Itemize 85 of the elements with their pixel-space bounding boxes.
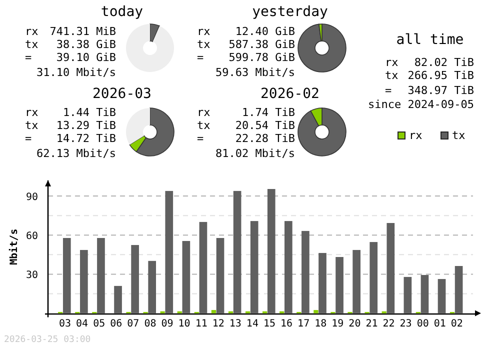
text: = 14.72 TiB <box>25 132 116 145</box>
bar <box>370 242 378 314</box>
donut-slice <box>126 108 150 145</box>
text: = 348.97 TiB <box>385 84 474 97</box>
bar <box>352 250 360 314</box>
bar <box>148 260 156 314</box>
legend-label: rx <box>409 129 423 142</box>
x-tick-label: 02 <box>450 318 463 330</box>
bar <box>267 188 276 314</box>
bar <box>302 230 310 314</box>
chart-title: 2026-02 <box>260 86 320 102</box>
text: rx 741.31 MiB <box>25 25 116 38</box>
chart-title: 2026-03 <box>92 86 152 102</box>
bar <box>182 240 190 314</box>
x-tick-label: 01 <box>434 318 446 330</box>
bar <box>336 257 344 314</box>
x-tick-label: 07 <box>127 318 140 330</box>
bar <box>438 279 446 314</box>
text: tx 587.38 GiB <box>197 38 295 51</box>
text: 62.13 Mbit/s <box>36 147 116 160</box>
text: = 39.10 GiB <box>25 51 116 64</box>
chart-title: yesterday <box>252 4 328 20</box>
bar <box>420 274 429 314</box>
x-tick-label: 17 <box>298 318 310 330</box>
x-tick-label: 18 <box>314 318 327 330</box>
x-tick-label: 11 <box>195 318 208 330</box>
x-tick-label: 20 <box>348 318 361 330</box>
bar <box>211 310 216 314</box>
text: tx 266.95 TiB <box>385 69 474 82</box>
y-axis-title: Mbit/s <box>8 228 20 265</box>
bar <box>314 310 318 314</box>
donut-slice <box>298 24 346 72</box>
donut-slice <box>298 108 346 156</box>
text: rx 1.44 TiB <box>25 106 116 119</box>
legend-label: tx <box>452 129 466 142</box>
bar <box>199 222 208 314</box>
bar <box>131 245 139 314</box>
bar <box>216 238 224 314</box>
text: = 22.28 TiB <box>197 132 295 145</box>
x-tick-label: 09 <box>161 318 174 330</box>
x-tick-label: 13 <box>229 318 242 330</box>
text: rx 12.40 GiB <box>197 25 295 38</box>
bar <box>284 221 292 314</box>
chart-title: today <box>100 4 144 20</box>
x-tick-label: 12 <box>212 318 224 330</box>
x-tick-label: 08 <box>144 318 156 330</box>
x-tick-label: 19 <box>332 318 344 330</box>
bar <box>114 286 122 314</box>
x-tick-label: 15 <box>263 318 276 330</box>
bar <box>80 250 88 314</box>
bar <box>318 252 326 314</box>
x-tick-label: 23 <box>400 318 412 330</box>
text: 59.63 Mbit/s <box>216 66 295 79</box>
text: tx 38.38 GiB <box>25 38 116 51</box>
bar <box>404 276 412 314</box>
text: rx 82.02 TiB <box>385 56 474 69</box>
x-tick-label: 06 <box>110 318 122 330</box>
bar <box>62 238 71 314</box>
bar <box>386 223 395 314</box>
text: tx 13.29 TiB <box>25 119 116 132</box>
x-tick-label: 03 <box>58 318 72 330</box>
bar <box>233 190 242 314</box>
text: rx 1.74 TiB <box>197 106 295 119</box>
text: 81.02 Mbit/s <box>216 147 295 160</box>
y-tick-label: 30 <box>26 270 38 282</box>
bar <box>454 266 463 314</box>
x-tick-label: 05 <box>93 318 106 330</box>
y-tick-label: 60 <box>26 231 38 242</box>
bar <box>250 221 258 314</box>
x-tick-label: 10 <box>178 318 190 330</box>
x-tick-label: 00 <box>416 318 429 330</box>
text: = 599.78 GiB <box>197 51 295 64</box>
bar <box>97 238 105 314</box>
text: all time <box>396 32 464 48</box>
bar <box>165 190 174 314</box>
x-tick-label: 04 <box>76 318 88 330</box>
x-tick-label: 16 <box>280 318 293 330</box>
x-tick-label: 14 <box>246 318 258 330</box>
x-tick-label: 21 <box>366 318 378 330</box>
donut-slice <box>126 24 174 72</box>
text: 31.10 Mbit/s <box>36 66 116 79</box>
text: tx 20.54 TiB <box>197 119 295 132</box>
y-tick-label: 90 <box>26 192 38 204</box>
text: since 2024-09-05 <box>368 98 474 111</box>
x-tick-label: 22 <box>382 318 395 330</box>
